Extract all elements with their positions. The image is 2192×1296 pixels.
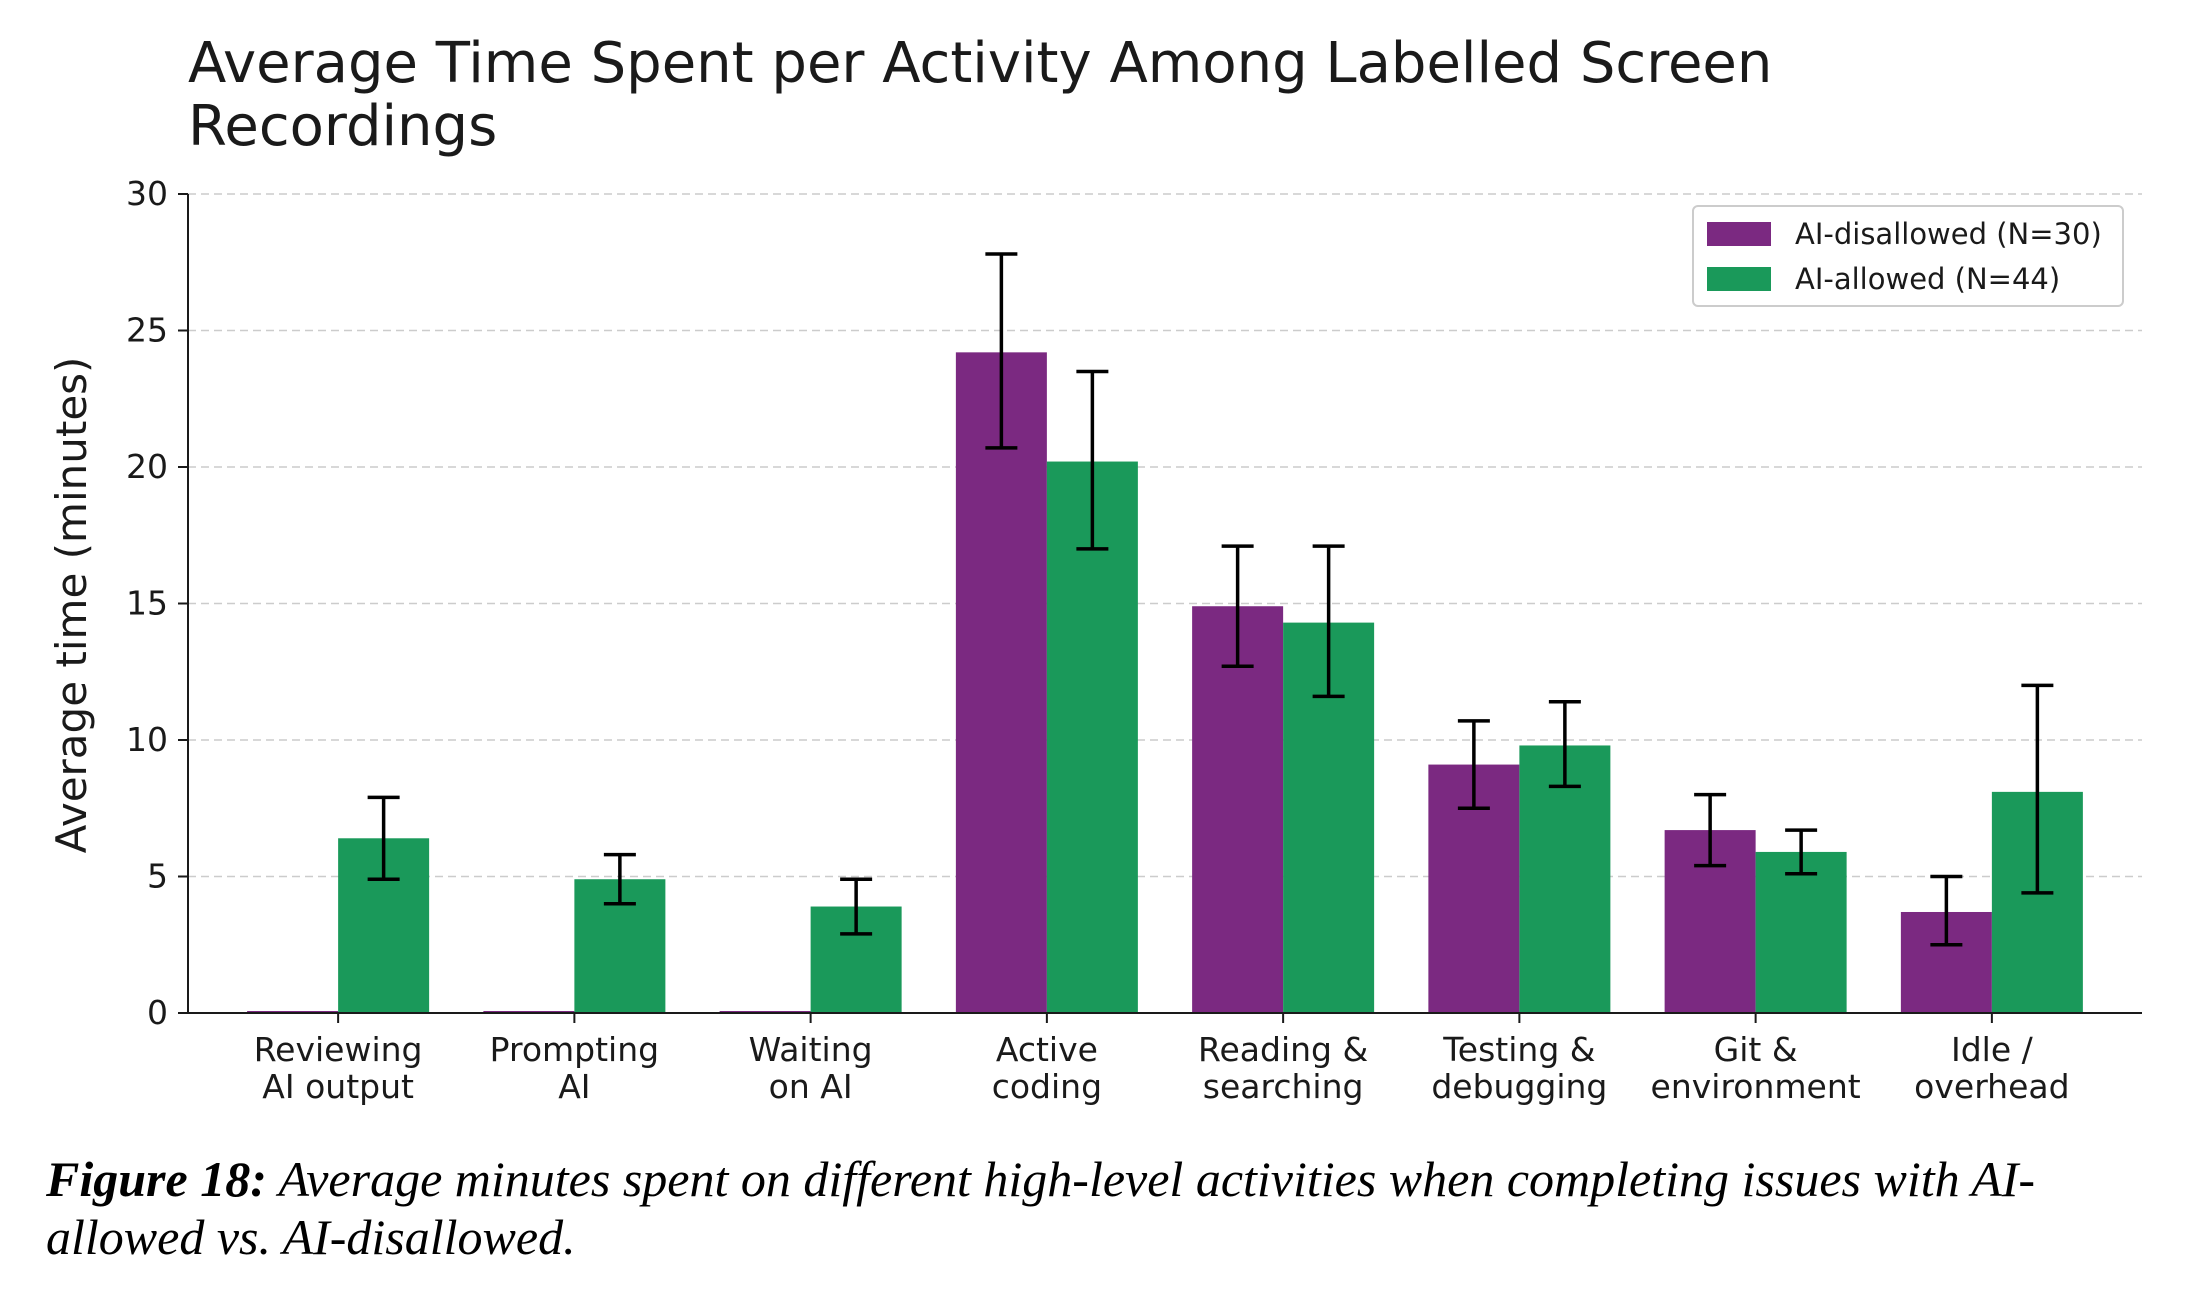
x-tick-label: AI	[558, 1067, 590, 1106]
caption-label: Figure 18:	[46, 1151, 267, 1207]
y-tick-label: 5	[147, 857, 168, 896]
y-tick-label: 10	[126, 720, 168, 759]
x-tick-label: searching	[1203, 1067, 1364, 1106]
x-tick-label: Idle /	[1951, 1030, 2034, 1069]
x-tick-label: Reviewing	[254, 1030, 423, 1069]
bar-ai-allowed	[1519, 745, 1611, 1013]
legend-label: AI-disallowed (N=30)	[1795, 217, 2102, 251]
error-bars	[367, 252, 2054, 947]
bar-ai-disallowed	[1192, 606, 1284, 1013]
x-tick-label: on AI	[769, 1067, 853, 1106]
x-tick-label: Waiting	[749, 1030, 873, 1069]
bar-ai-disallowed	[955, 352, 1047, 1014]
y-tick-labels: 0 5 10 15 20 25 30	[126, 174, 188, 1032]
caption-text: Average minutes spent on different high-…	[46, 1151, 2036, 1265]
y-tick-label: 30	[126, 174, 168, 213]
y-tick-label: 20	[126, 447, 168, 486]
x-tick-label: Git &	[1714, 1030, 1798, 1069]
x-tick-label: debugging	[1431, 1067, 1607, 1106]
x-tick-label: Reading &	[1198, 1030, 1368, 1069]
bar-ai-allowed	[1755, 851, 1847, 1013]
y-tick-label: 0	[147, 993, 168, 1032]
legend: AI-disallowed (N=30) AI-allowed (N=44)	[1692, 205, 2124, 307]
legend-box	[1692, 205, 2124, 307]
x-tick-label: environment	[1651, 1067, 1861, 1106]
chart-title: Average Time Spent per Activity Among La…	[188, 31, 1772, 159]
chart-title-line: Average Time Spent per Activity Among La…	[188, 31, 1772, 96]
figure-caption: Figure 18: Average minutes spent on diff…	[46, 1150, 2166, 1266]
x-tick-label: Active	[996, 1030, 1098, 1069]
x-tick-label: AI output	[262, 1067, 414, 1106]
x-tick-label: Testing &	[1442, 1030, 1595, 1069]
x-tick-label: overhead	[1914, 1067, 2069, 1106]
y-tick-label: 15	[126, 584, 168, 623]
bars	[247, 352, 2083, 1014]
y-tick-label: 25	[126, 311, 168, 350]
legend-swatch	[1707, 267, 1771, 291]
legend-swatch	[1707, 222, 1771, 246]
chart-title-line: Recordings	[188, 94, 497, 159]
legend-label: AI-allowed (N=44)	[1795, 262, 2060, 296]
x-tick-label: Prompting	[490, 1030, 659, 1069]
x-tick-label: coding	[992, 1067, 1102, 1106]
bar-ai-allowed	[1046, 461, 1138, 1013]
y-axis-label: Average time (minutes)	[47, 357, 96, 854]
